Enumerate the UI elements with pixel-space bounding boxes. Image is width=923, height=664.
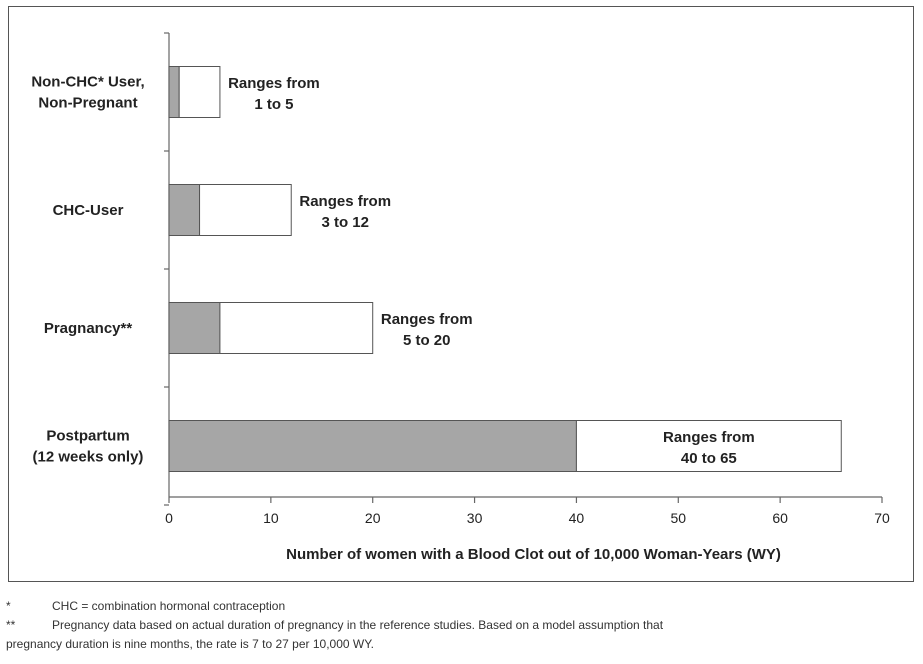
- range-annotation-line: 3 to 12: [321, 214, 369, 231]
- category-label: Pragnancy**: [44, 320, 133, 337]
- x-tick-label: 30: [467, 510, 483, 526]
- footnote-2-continuation: pregnancy duration is nine months, the r…: [6, 637, 375, 651]
- x-tick-label: 10: [263, 510, 279, 526]
- category-label: Postpartum (12 weeks only): [33, 428, 144, 466]
- x-tick-label: 40: [569, 510, 585, 526]
- footnote-text: Pregnancy data based on actual duration …: [52, 618, 664, 632]
- chart-frame: 0 10 20 30 40 50 60 70 Number of women with a Bl…: [8, 6, 914, 582]
- category-label-line: Non-CHC* User,: [31, 74, 144, 91]
- footnote-1: * CHC = combination hormonal contracepti…: [6, 597, 906, 616]
- bar-range-segment: [219, 302, 374, 354]
- footnotes: * CHC = combination hormonal contracepti…: [6, 597, 906, 654]
- category-label-line: Pragnancy**: [44, 320, 133, 337]
- category-label: CHC-User: [53, 202, 124, 219]
- range-annotation-line: 40 to 65: [681, 450, 737, 467]
- bar-range-segment: [199, 184, 292, 236]
- footnote-mark: **: [6, 618, 16, 632]
- category-label-line: Postpartum: [46, 428, 129, 445]
- footnote-mark: *: [6, 599, 11, 613]
- range-annotation: Ranges from 1 to 5: [228, 75, 320, 113]
- bar-range-segment: [178, 66, 221, 118]
- bar-lower-segment: [168, 66, 180, 118]
- category-label-line: Non-Pregnant: [38, 95, 137, 112]
- range-annotation-line: Ranges from: [228, 75, 320, 92]
- category-label-line: (12 weeks only): [33, 449, 144, 466]
- bar-lower-segment: [168, 420, 577, 472]
- category-label: Non-CHC* User, Non-Pregnant: [31, 74, 144, 112]
- footnote-text: CHC = combination hormonal contraception: [52, 599, 286, 613]
- range-annotation-line: 1 to 5: [254, 96, 293, 113]
- x-tick-label: 60: [772, 510, 788, 526]
- category-label-line: CHC-User: [53, 202, 124, 219]
- range-annotation: Ranges from 3 to 12: [299, 193, 391, 231]
- blood-clot-bar-chart: 0 10 20 30 40 50 60 70 Number of women with a Bl…: [31, 32, 890, 563]
- range-annotation-line: 5 to 20: [403, 332, 451, 349]
- range-annotation-line: Ranges from: [663, 429, 755, 446]
- x-tick-label: 50: [670, 510, 686, 526]
- bar-group: [168, 66, 221, 118]
- bar-lower-segment: [168, 302, 221, 354]
- bar-lower-segment: [168, 184, 201, 236]
- range-annotation: Ranges from 40 to 65: [663, 429, 755, 467]
- footnote-2: ** Pregnancy data based on actual durati…: [6, 616, 906, 635]
- bar-group: [168, 302, 374, 354]
- range-annotation: Ranges from 5 to 20: [381, 311, 473, 349]
- range-annotation-line: Ranges from: [381, 311, 473, 328]
- x-axis-label: Number of women with a Blood Clot out of…: [286, 546, 781, 563]
- bar-group: [168, 420, 842, 472]
- x-tick-label: 20: [365, 510, 381, 526]
- x-tick-label: 0: [165, 510, 173, 526]
- range-annotation-line: Ranges from: [299, 193, 391, 210]
- bar-group: [168, 184, 292, 236]
- bar-range-segment: [575, 420, 842, 472]
- x-tick-label: 70: [874, 510, 890, 526]
